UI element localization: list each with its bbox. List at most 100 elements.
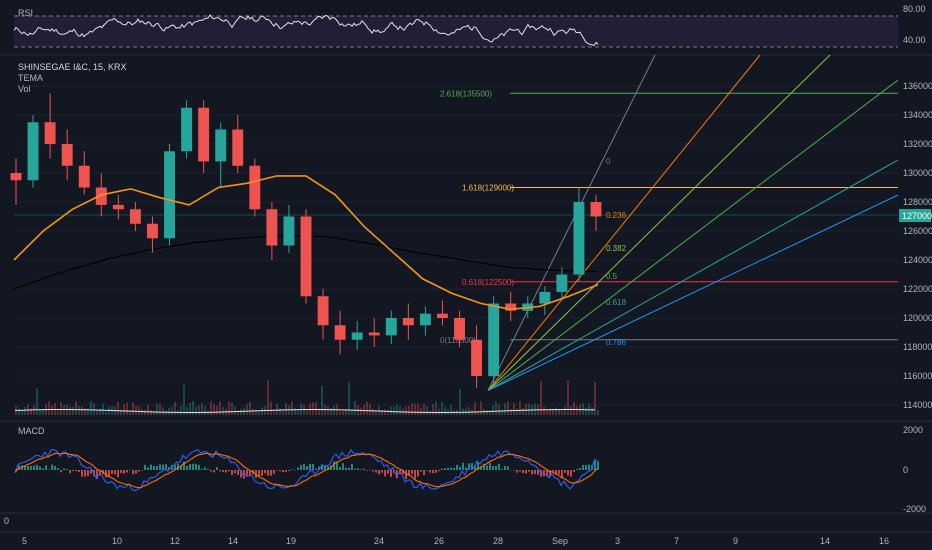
volume-bar bbox=[546, 409, 548, 415]
time-tick-label: 28 bbox=[493, 536, 503, 546]
macd-histogram-bar bbox=[336, 461, 338, 470]
volume-bar bbox=[516, 408, 518, 415]
macd-histogram-bar bbox=[222, 470, 224, 473]
macd-histogram-bar bbox=[444, 468, 446, 470]
price-tick-label: 116000 bbox=[903, 371, 932, 381]
volume-bar bbox=[171, 406, 173, 415]
macd-histogram-bar bbox=[423, 470, 425, 476]
candle-body bbox=[454, 318, 465, 340]
volume-bar bbox=[69, 406, 71, 415]
volume-bar bbox=[369, 404, 371, 415]
candle-body bbox=[317, 296, 329, 326]
last-price-badge-bg bbox=[899, 209, 931, 222]
time-axis[interactable]: 5 10 12 14 19 24 26 28 Sep 3 7 9 14 16 bbox=[22, 536, 889, 546]
candle-body bbox=[181, 107, 193, 152]
price-tick-label: 132000 bbox=[903, 139, 932, 149]
volume-bar bbox=[294, 407, 296, 415]
macd-histogram-bar bbox=[579, 468, 581, 470]
volume-bar bbox=[297, 409, 299, 415]
candle-body bbox=[334, 325, 346, 340]
macd-histogram-bar bbox=[327, 466, 329, 470]
macd-histogram-bar bbox=[534, 470, 536, 475]
time-tick-label: 26 bbox=[434, 536, 444, 546]
time-tick-label: 7 bbox=[674, 536, 679, 546]
volume-bar bbox=[192, 401, 194, 415]
macd-histogram-bar bbox=[90, 470, 92, 474]
volume-bar bbox=[258, 410, 260, 415]
volume-bar bbox=[570, 405, 572, 415]
fib-extension-label: 0(118500) bbox=[440, 336, 476, 345]
macd-scale-zero: 0 bbox=[903, 465, 908, 475]
macd-histogram-bar bbox=[438, 470, 440, 472]
volume-bar bbox=[30, 408, 32, 415]
macd-histogram-bar bbox=[114, 470, 116, 475]
volume-bar bbox=[534, 403, 536, 415]
macd-histogram-bar bbox=[72, 470, 74, 471]
macd-histogram-bar bbox=[270, 470, 272, 476]
volume-bar bbox=[558, 409, 560, 415]
volume-bar bbox=[81, 406, 83, 415]
volume-bar bbox=[552, 409, 554, 415]
macd-histogram-bar bbox=[369, 469, 371, 471]
volume-bar bbox=[474, 402, 476, 415]
macd-histogram-bar bbox=[504, 466, 506, 470]
candle-body bbox=[590, 202, 602, 217]
macd-histogram-bar bbox=[30, 466, 32, 470]
fib-fan-line bbox=[487, 79, 899, 391]
candle-body bbox=[129, 209, 141, 224]
volume-bar bbox=[246, 403, 248, 415]
candles bbox=[10, 93, 602, 388]
volume-bar bbox=[375, 410, 377, 415]
macd-panel[interactable]: MACD 2000 0 -2000 bbox=[14, 425, 926, 514]
volume-bar bbox=[120, 409, 122, 415]
price-tick-label: 114000 bbox=[903, 400, 932, 410]
macd-histogram-bar bbox=[165, 464, 167, 470]
volume-bar bbox=[183, 384, 185, 415]
time-tick-label: 12 bbox=[170, 536, 180, 546]
macd-histogram-bar bbox=[351, 463, 353, 470]
candle-body bbox=[573, 202, 585, 275]
macd-histogram-bar bbox=[18, 465, 20, 470]
fibonacci-extension[interactable]: 2.618(135500) 1.618(129000) 0.618(122500) 0… bbox=[440, 89, 898, 345]
macd-histogram-bar bbox=[513, 469, 515, 471]
macd-histogram-bar bbox=[192, 463, 194, 470]
volume-bar bbox=[591, 407, 593, 415]
candle-body bbox=[283, 216, 295, 246]
volume-bar bbox=[189, 403, 191, 415]
volume-bar bbox=[459, 388, 461, 415]
candle-body bbox=[164, 151, 175, 239]
price-tick-label: 122000 bbox=[903, 284, 932, 294]
macd-histogram-bar bbox=[138, 470, 140, 472]
candle-body bbox=[556, 274, 568, 292]
price-tick-label: 128000 bbox=[903, 197, 932, 207]
price-axis[interactable]: 136000 134000 132000 130000 128000 126000 1240… bbox=[903, 81, 932, 410]
volume-bar bbox=[147, 404, 149, 415]
time-tick-label: 19 bbox=[286, 536, 296, 546]
macd-histogram-bar bbox=[357, 468, 359, 470]
volume-bar bbox=[99, 408, 101, 415]
volume-bar bbox=[234, 406, 236, 415]
macd-histogram-bar bbox=[36, 464, 38, 470]
macd-histogram-bar bbox=[546, 470, 548, 476]
volume-bar bbox=[327, 406, 329, 415]
volume-bar bbox=[495, 401, 497, 415]
rsi-upper-label: 80.00 bbox=[903, 4, 926, 14]
macd-histogram-bar bbox=[96, 470, 98, 480]
macd-histogram-bar bbox=[432, 470, 434, 474]
fibonacci-fan[interactable]: 0 0.236 0.382 0.5 0.618 0.786 bbox=[487, 54, 899, 391]
rsi-panel[interactable]: RSI 80.00 40.00 bbox=[13, 4, 926, 48]
macd-histogram-bar bbox=[372, 470, 374, 472]
volume-bar bbox=[282, 409, 284, 415]
macd-histogram-bar bbox=[168, 467, 170, 470]
volume-bar bbox=[78, 406, 80, 415]
candle-body bbox=[266, 209, 278, 246]
macd-histogram-bar bbox=[99, 470, 101, 475]
price-panel[interactable]: 2.618(135500)1.618(129000)0.618(122500)0… bbox=[10, 54, 899, 415]
time-tick-label: 24 bbox=[374, 536, 384, 546]
volume-bar bbox=[132, 402, 134, 415]
signal-line bbox=[14, 452, 598, 489]
macd-histogram-bar bbox=[60, 470, 62, 473]
macd-histogram-bar bbox=[210, 470, 212, 472]
macd-histogram-bar bbox=[522, 470, 524, 474]
